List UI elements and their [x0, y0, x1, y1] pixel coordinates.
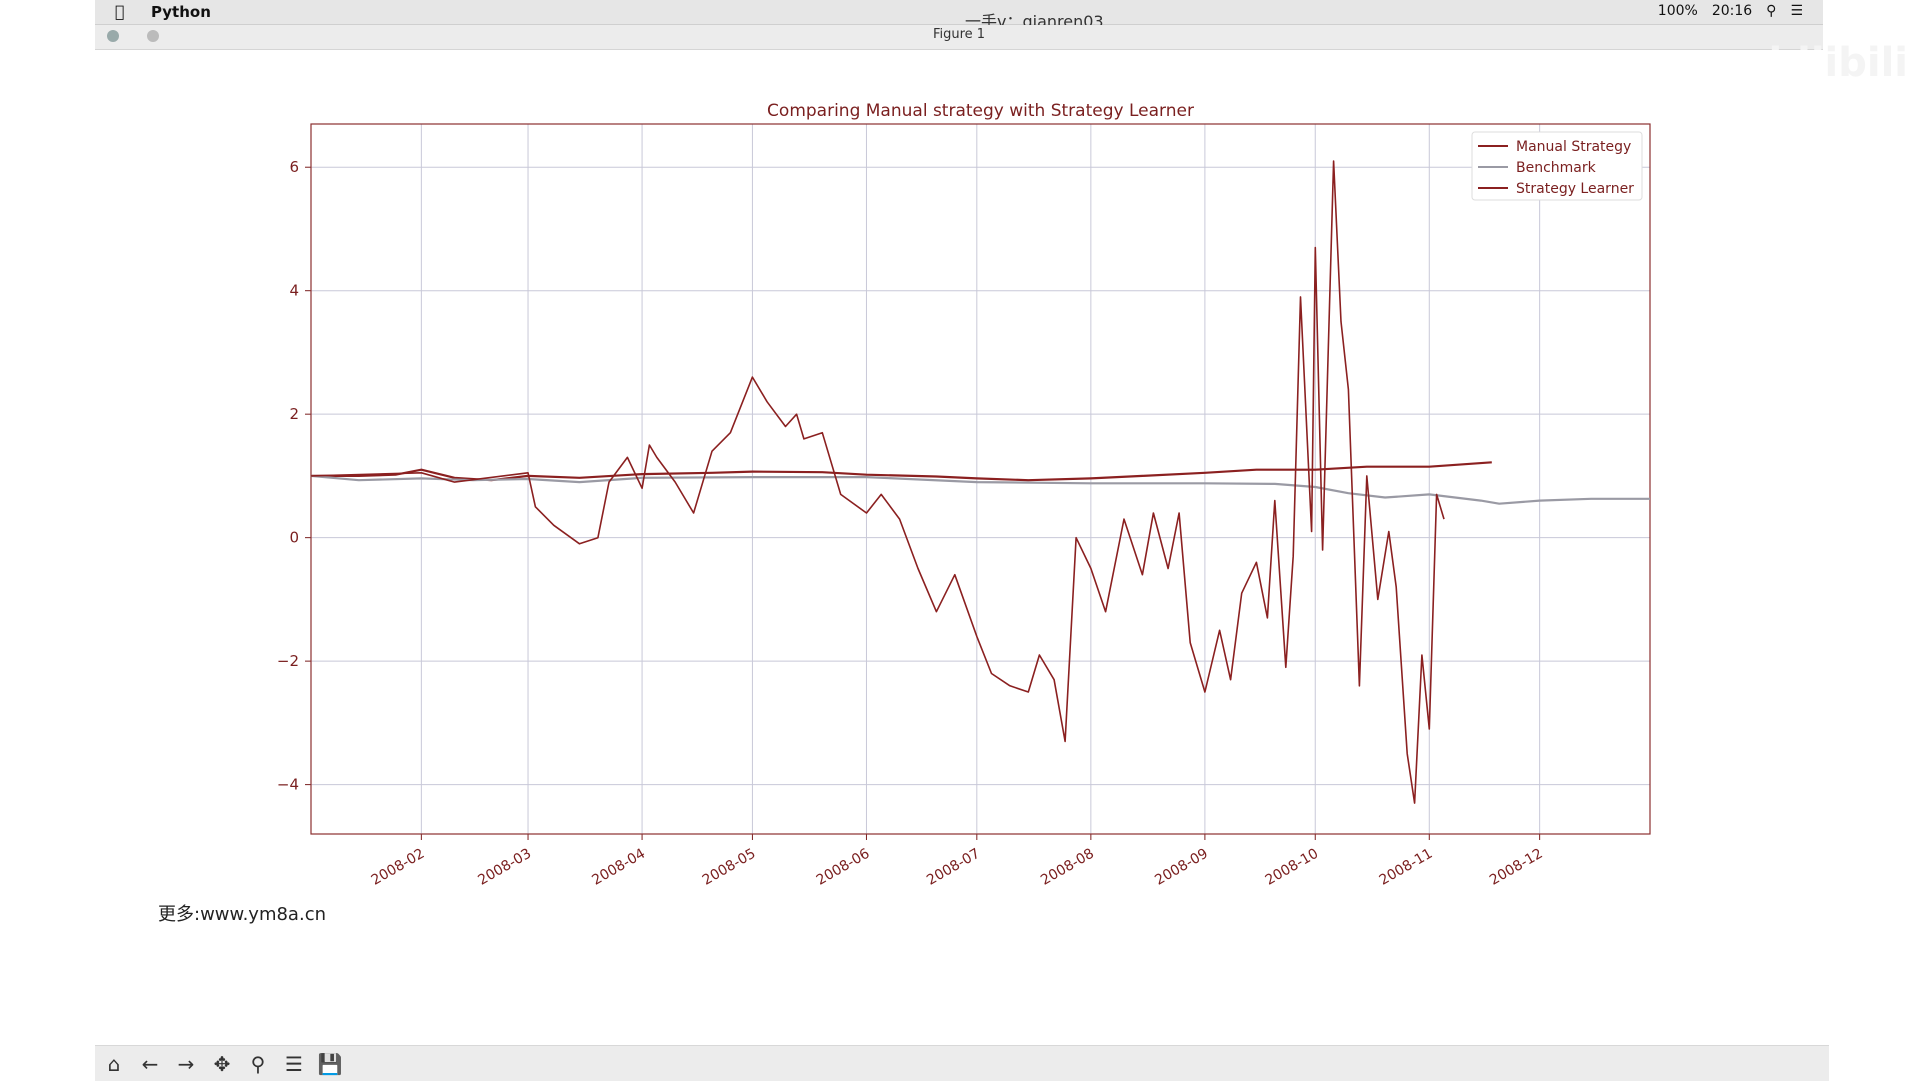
back-icon[interactable]: ←: [141, 1051, 159, 1076]
minimize-button[interactable]: [147, 30, 159, 42]
x-tick-label: 2008-04: [589, 846, 648, 889]
status-area: 100% 20:16 ⚲ ☰: [1658, 3, 1803, 19]
save-icon[interactable]: 💾: [317, 1051, 343, 1076]
y-tick-label: −4: [277, 776, 299, 794]
battery-label[interactable]: 100%: [1657, 3, 1698, 19]
right-margin: [1823, 0, 1920, 1080]
y-tick-label: 6: [289, 158, 299, 176]
legend-label: Benchmark: [1516, 160, 1597, 176]
line-chart: 2008-02 2008-03 2008-04 2008-05 2008-06 2008-…: [277, 101, 1651, 889]
search-icon[interactable]: ⚲: [1766, 3, 1777, 19]
x-tick-label: 2008-02: [369, 846, 428, 889]
app-name[interactable]: Python: [151, 3, 211, 21]
site-watermark: 更多:www.ym8a.cn: [158, 904, 326, 925]
x-tick-label: 2008-09: [1152, 846, 1211, 889]
x-tick-label: 2008-10: [1263, 846, 1322, 889]
x-tick-label: 2008-11: [1377, 846, 1436, 889]
window-title: Figure 1: [932, 27, 986, 42]
forward-icon[interactable]: →: [177, 1051, 195, 1076]
x-tick-label: 2008-06: [814, 846, 873, 889]
figure-canvas: 2008-02 2008-03 2008-04 2008-05 2008-06 2008-…: [95, 50, 1823, 1045]
x-tick-label: 2008-12: [1487, 846, 1546, 889]
pan-icon[interactable]: ✥: [213, 1051, 231, 1076]
benchmark-line: [310, 474, 1650, 505]
menu-bar:  Python 一手v：qianren03 100% 20:16 ⚲ ☰: [95, 0, 1823, 31]
matplotlib-toolbar: ⌂ ← → ✥ ⚲ ☰ 💾: [95, 1045, 1829, 1081]
y-tick-label: −2: [277, 652, 299, 670]
menu-icon[interactable]: ☰: [1790, 3, 1803, 19]
y-tick-label: 4: [289, 282, 299, 300]
manual-strategy-line: [311, 461, 1492, 482]
x-tick-label: 2008-08: [1038, 846, 1097, 889]
x-tick-label: 2008-03: [475, 846, 534, 889]
y-tick-label: 0: [289, 529, 299, 547]
legend-label: Manual Strategy: [1516, 139, 1631, 155]
x-tick-label: 2008-07: [924, 846, 983, 889]
chart-title: Comparing Manual strategy with Strategy …: [767, 101, 1194, 121]
home-icon[interactable]: ⌂: [107, 1051, 121, 1076]
plot-frame: [310, 123, 1651, 835]
left-margin: [0, 0, 95, 1080]
apple-icon[interactable]: : [115, 2, 125, 21]
legend-label: Strategy Learner: [1516, 181, 1634, 197]
legend-box: [1471, 131, 1643, 201]
y-tick-label: 2: [289, 405, 299, 423]
close-button[interactable]: [107, 30, 119, 42]
clock[interactable]: 20:16: [1711, 3, 1753, 19]
window-titlebar: Figure 1: [95, 25, 1823, 50]
configure-icon[interactable]: ☰: [285, 1051, 303, 1076]
zoom-icon[interactable]: ⚲: [250, 1051, 266, 1076]
strategy-learner-line: [310, 160, 1445, 804]
x-tick-label: 2008-05: [700, 846, 759, 889]
